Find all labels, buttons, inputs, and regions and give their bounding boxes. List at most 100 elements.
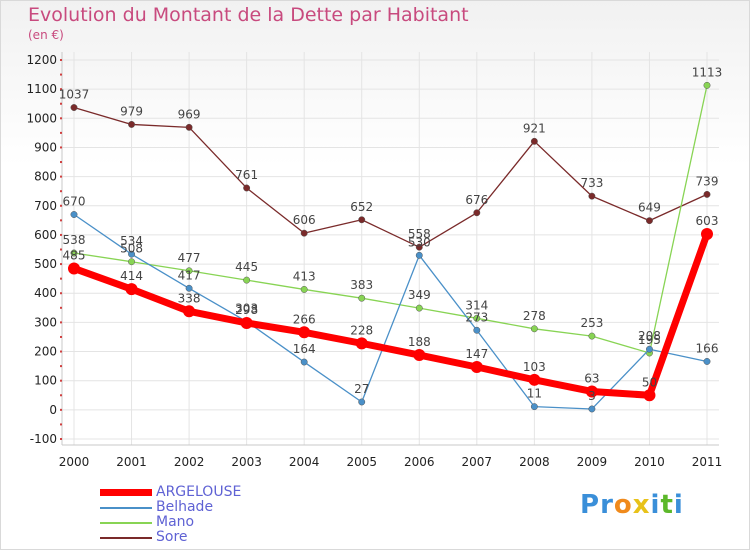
data-label-belhade: 417 (178, 268, 201, 282)
data-label-belhade: 273 (465, 310, 488, 324)
data-point-mano (300, 285, 308, 293)
y-minor-tick (60, 248, 62, 251)
y-tick-label: 1100 (26, 82, 57, 96)
data-point-belhade (530, 403, 538, 411)
y-minor-tick (60, 219, 62, 222)
y-minor-tick (60, 59, 62, 61)
legend-label: Belhade (156, 499, 214, 515)
x-tick-label: 2005 (346, 455, 377, 469)
data-point-belhade (185, 284, 193, 292)
chart-title: Evolution du Montant de la Dette par Hab… (28, 4, 469, 26)
data-point-belhade (646, 345, 653, 353)
data-point-argelouse (585, 385, 598, 398)
y-minor-tick (60, 117, 62, 120)
data-label-belhade: 164 (293, 342, 316, 356)
legend-label: Mano (156, 514, 195, 530)
y-minor-tick (60, 350, 62, 353)
data-label-belhade: 534 (120, 234, 143, 248)
legend-swatch (100, 536, 152, 539)
data-label-sore: 733 (580, 176, 603, 190)
data-point-belhade (300, 358, 308, 366)
data-label-mano: 538 (63, 233, 86, 247)
y-minor-tick (60, 146, 62, 149)
legend-swatch (100, 521, 152, 524)
data-point-argelouse (240, 316, 253, 329)
data-label-mano: 195 (638, 333, 661, 347)
y-tick-label: 1200 (26, 53, 57, 67)
data-label-sore: 652 (350, 200, 373, 214)
y-tick-label: 600 (34, 228, 57, 242)
data-point-sore (646, 217, 653, 225)
data-point-argelouse (183, 305, 196, 318)
y-tick-label: 800 (34, 170, 57, 184)
data-point-argelouse (355, 337, 368, 350)
data-label-belhade: 670 (63, 195, 86, 209)
y-minor-tick (60, 175, 62, 178)
data-point-sore (243, 184, 251, 192)
y-tick-label: 300 (34, 315, 57, 329)
data-point-mano (185, 267, 193, 275)
data-point-sore (358, 216, 366, 224)
x-tick-label: 2010 (634, 455, 665, 469)
y-minor-tick (60, 292, 62, 295)
y-minor-tick (60, 335, 62, 338)
y-tick-label: 700 (34, 199, 57, 213)
data-label-mano: 445 (235, 260, 258, 274)
legend-label: ARGELOUSE (156, 484, 242, 500)
logo-letter: P (580, 490, 601, 520)
series-line-sore (73, 106, 708, 248)
data-label-sore: 676 (465, 193, 488, 207)
y-tick-label: -100 (30, 432, 57, 446)
x-tick-label: 2000 (59, 455, 90, 469)
y-tick-label: 200 (34, 345, 57, 359)
y-minor-tick (60, 73, 62, 76)
data-point-sore (300, 229, 308, 237)
y-minor-tick (60, 394, 62, 397)
legend-item-mano: Mano (100, 515, 241, 530)
data-point-argelouse (125, 283, 138, 296)
data-label-belhade: 3 (588, 389, 596, 403)
data-label-argelouse: 298 (235, 303, 258, 317)
data-point-argelouse (298, 326, 311, 339)
data-point-sore (128, 120, 135, 128)
data-label-mano: 508 (120, 242, 143, 256)
data-point-sore (703, 190, 711, 198)
data-label-belhade: 303 (235, 302, 258, 316)
legend-item-belhade: Belhade (100, 500, 241, 515)
y-tick-label: 0 (49, 403, 57, 417)
data-label-argelouse: 338 (178, 291, 201, 305)
x-tick-label: 2006 (404, 455, 435, 469)
data-label-argelouse: 50 (642, 375, 657, 389)
data-point-belhade (473, 326, 481, 334)
legend: ARGELOUSE Belhade Mano Sore (100, 485, 241, 545)
data-point-mano (70, 249, 78, 257)
data-point-mano (703, 81, 711, 89)
legend-label: Sore (156, 529, 188, 545)
series-line-argelouse (70, 230, 711, 399)
y-minor-tick (60, 379, 62, 382)
data-label-argelouse: 414 (120, 269, 143, 283)
data-point-mano (588, 332, 596, 340)
data-point-belhade (70, 211, 78, 218)
data-point-sore (473, 209, 481, 217)
x-tick-label: 2002 (174, 455, 205, 469)
legend-swatch (100, 506, 152, 509)
data-point-argelouse (701, 228, 713, 241)
y-minor-tick (60, 306, 62, 309)
data-label-argelouse: 603 (696, 214, 719, 228)
y-minor-tick (60, 233, 62, 236)
data-label-belhade: 530 (408, 235, 431, 249)
data-point-argelouse (413, 349, 426, 362)
data-label-mano: 349 (408, 288, 431, 302)
data-label-sore: 1037 (59, 88, 90, 102)
data-label-argelouse: 103 (523, 360, 546, 374)
data-label-argelouse: 266 (293, 312, 316, 326)
legend-swatch (100, 489, 152, 496)
data-label-argelouse: 147 (465, 347, 488, 361)
data-label-mano: 413 (293, 269, 316, 283)
y-minor-tick (60, 88, 62, 91)
data-label-sore: 739 (696, 174, 719, 188)
data-label-argelouse: 485 (63, 248, 86, 262)
